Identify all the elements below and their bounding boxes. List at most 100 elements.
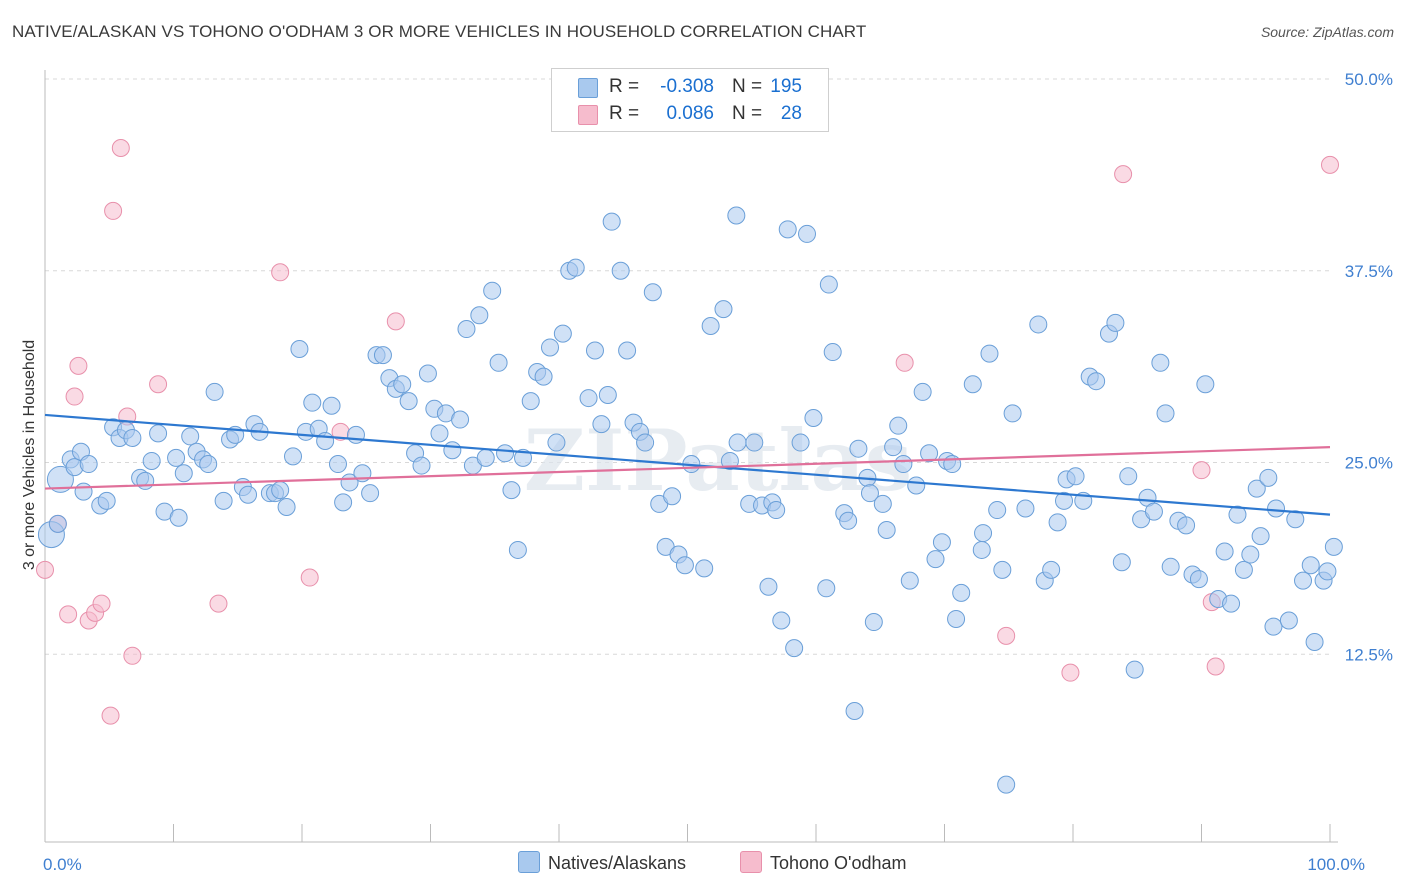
- data-point: [1066, 467, 1085, 486]
- data-point: [926, 550, 945, 569]
- data-point: [1112, 553, 1131, 572]
- data-point: [1061, 663, 1080, 682]
- data-point: [894, 455, 913, 474]
- data-point: [1321, 155, 1339, 174]
- data-point: [69, 356, 88, 375]
- legend-r-value: -0.308: [660, 76, 714, 97]
- data-point: [174, 464, 193, 483]
- trend-lines: [44, 413, 1331, 516]
- series-natives-points: [37, 206, 1343, 794]
- data-point: [111, 139, 130, 158]
- data-point: [205, 382, 224, 401]
- data-point: [798, 224, 817, 243]
- data-point: [386, 312, 405, 331]
- x-tick-label: 100.0%: [1307, 855, 1365, 874]
- data-point: [778, 220, 797, 239]
- watermark: ZIPatlas: [524, 411, 912, 510]
- data-point: [322, 396, 341, 415]
- data-point: [1106, 313, 1125, 332]
- data-point: [79, 455, 98, 474]
- data-point: [701, 316, 720, 335]
- y-tick-label: 50.0%: [1345, 70, 1393, 89]
- data-point: [334, 493, 353, 512]
- data-point: [1042, 560, 1061, 579]
- data-point: [214, 491, 233, 510]
- data-point: [972, 540, 991, 559]
- data-point: [393, 375, 412, 394]
- data-point: [1264, 617, 1283, 636]
- data-point: [884, 438, 903, 457]
- data-point: [993, 560, 1012, 579]
- data-point: [181, 427, 200, 446]
- data-point: [1055, 491, 1074, 510]
- data-point: [1206, 657, 1225, 676]
- data-point: [1222, 594, 1241, 613]
- data-point: [149, 375, 168, 394]
- data-point: [483, 281, 502, 300]
- data-point: [1048, 513, 1067, 532]
- data-point: [1286, 510, 1305, 529]
- watermark-text: ZIPatlas: [524, 411, 912, 510]
- data-point: [239, 485, 258, 504]
- data-point: [1324, 537, 1343, 556]
- tick-labels: 12.5% 25.0% 37.5% 50.0% 0.0% 100.0%: [43, 70, 1393, 874]
- trend-line-tohono: [44, 446, 1331, 490]
- data-point: [1144, 502, 1163, 521]
- data-point: [602, 212, 621, 231]
- data-point: [860, 484, 879, 503]
- data-point: [579, 389, 598, 408]
- data-point: [598, 386, 617, 405]
- data-point: [209, 594, 228, 613]
- data-point: [988, 501, 1007, 520]
- data-point: [1087, 372, 1106, 391]
- data-point: [65, 387, 84, 406]
- data-point: [502, 481, 521, 500]
- legend-n-value: 195: [770, 76, 802, 97]
- axes: [44, 70, 1338, 843]
- legend-r-label: R =: [609, 103, 640, 124]
- data-point: [1241, 545, 1260, 564]
- data-point: [284, 447, 303, 466]
- legend-n-label: N =: [732, 76, 763, 97]
- legend-swatch-tohono: [578, 105, 598, 125]
- data-point: [720, 451, 739, 470]
- data-point: [489, 353, 508, 372]
- data-point: [271, 481, 290, 500]
- data-point: [675, 556, 694, 575]
- data-point: [767, 501, 786, 520]
- data-point: [1215, 542, 1234, 561]
- data-point: [74, 482, 93, 501]
- data-point: [947, 609, 966, 628]
- data-point: [167, 448, 186, 467]
- data-point: [101, 706, 120, 725]
- data-point: [1279, 611, 1298, 630]
- bottom-legend-swatch-tohono: [740, 851, 762, 873]
- data-point: [1114, 165, 1133, 184]
- data-point: [412, 456, 431, 475]
- data-point: [123, 428, 142, 447]
- data-point: [974, 524, 993, 543]
- data-point: [839, 511, 858, 530]
- legend: R = -0.308 N = 195 R = 0.086 N = 28: [551, 68, 829, 132]
- data-point: [361, 484, 380, 503]
- data-point: [1125, 660, 1144, 679]
- data-point: [169, 508, 188, 527]
- legend-n-label: N =: [732, 103, 763, 124]
- data-point: [714, 300, 733, 319]
- chart-title: NATIVE/ALASKAN VS TOHONO O'ODHAM 3 OR MO…: [12, 22, 867, 41]
- data-point: [980, 344, 999, 363]
- data-point: [48, 514, 67, 533]
- bottom-legend-label-natives: Natives/Alaskans: [548, 853, 687, 873]
- data-point: [59, 605, 78, 624]
- x-tick-label: 0.0%: [43, 855, 82, 874]
- data-point: [1161, 557, 1180, 576]
- data-point: [745, 433, 764, 452]
- data-point: [451, 410, 470, 429]
- data-point: [1196, 375, 1215, 394]
- data-point: [1247, 479, 1266, 498]
- data-point: [142, 451, 161, 470]
- data-point: [592, 415, 611, 434]
- data-point: [346, 425, 365, 444]
- data-point: [1156, 404, 1175, 423]
